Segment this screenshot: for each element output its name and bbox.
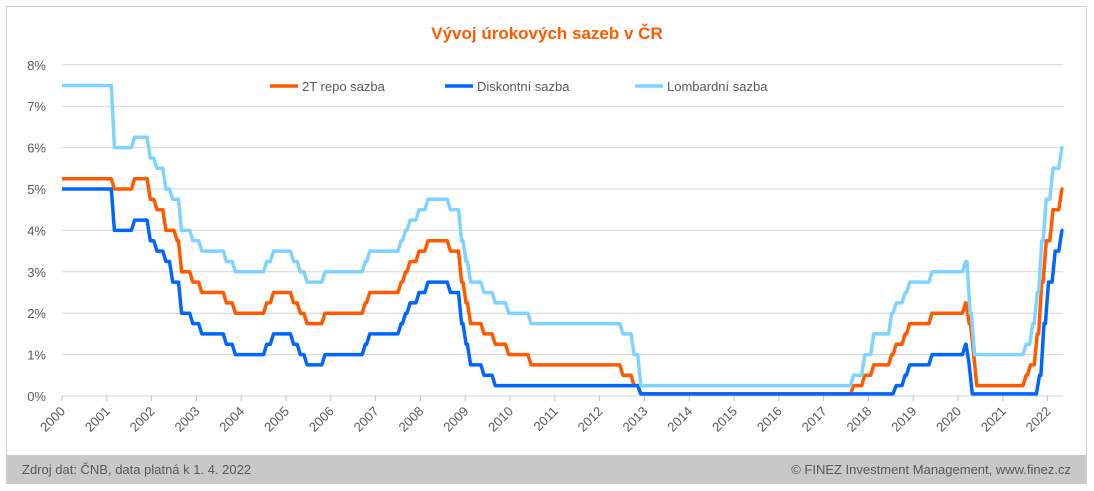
y-tick-label: 6% (27, 141, 46, 156)
x-tick-label: 2005 (261, 404, 292, 435)
legend-label: Lombardní sazba (667, 79, 768, 94)
x-tick-label: 2015 (709, 404, 740, 435)
x-tick-label: 2018 (843, 404, 874, 435)
x-tick-label: 2012 (575, 404, 606, 435)
series-line-1 (62, 187, 1064, 396)
y-tick-label: 3% (27, 265, 46, 280)
x-tick-label: 2004 (216, 404, 247, 435)
x-tick-label: 2016 (754, 404, 785, 435)
legend-label: Diskontní sazba (477, 79, 570, 94)
x-tick-label: 2020 (933, 404, 964, 435)
x-tick-label: 2007 (351, 404, 382, 435)
x-tick-label: 2013 (619, 404, 650, 435)
x-tick-label: 2001 (82, 404, 113, 435)
y-tick-label: 8% (27, 58, 46, 73)
chart-title: Vývoj úrokových sazeb v ČR (431, 24, 663, 43)
footer-source: Zdroj dat: ČNB, data platná k 1. 4. 2022 (22, 462, 252, 477)
x-tick-label: 2008 (395, 404, 426, 435)
legend-label: 2T repo sazba (302, 79, 386, 94)
y-tick-label: 0% (27, 389, 46, 404)
x-tick-label: 2002 (127, 404, 158, 435)
x-tick-label: 2006 (306, 404, 337, 435)
x-tick-label: 2011 (531, 404, 561, 434)
footer: Zdroj dat: ČNB, data platná k 1. 4. 2022… (7, 455, 1086, 484)
x-tick-label: 2010 (485, 404, 516, 435)
x-tick-label: 2009 (440, 404, 471, 435)
x-tick-label: 2017 (799, 404, 830, 435)
x-tick-label: 2022 (1023, 404, 1054, 435)
y-tick-label: 5% (27, 182, 46, 197)
series-line-2 (62, 83, 1064, 388)
y-tick-label: 7% (27, 99, 46, 114)
x-tick-label: 2019 (888, 404, 919, 435)
x-tick-label: 2000 (37, 404, 68, 435)
y-tick-label: 4% (27, 223, 46, 238)
footer-copyright: © FINEZ Investment Management, www.finez… (791, 462, 1071, 477)
y-tick-label: 1% (27, 348, 46, 363)
series-line-0 (62, 176, 1064, 396)
x-tick-label: 2014 (664, 404, 695, 435)
x-tick-label: 2003 (171, 404, 202, 435)
x-tick-label: 2021 (978, 404, 1009, 435)
y-tick-label: 2% (27, 306, 46, 321)
